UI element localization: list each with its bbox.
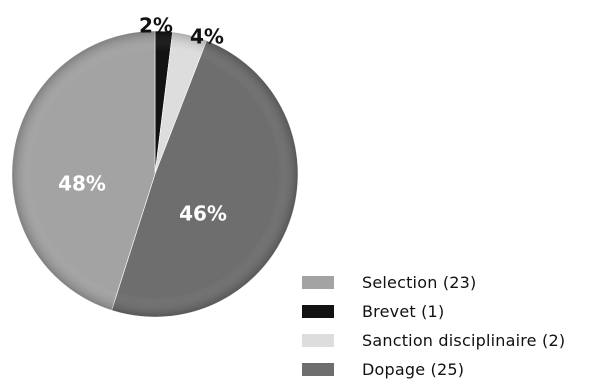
pie-slices bbox=[11, 30, 299, 318]
legend-label-1: Brevet (1) bbox=[362, 302, 445, 321]
legend-swatch-3 bbox=[302, 363, 334, 376]
legend-label-2: Sanction disciplinaire (2) bbox=[362, 331, 566, 350]
percent-label-1: 2% bbox=[139, 14, 173, 38]
percent-labels: 48% 2% 4% 46% bbox=[58, 14, 227, 226]
legend-item-3: Dopage (25) bbox=[302, 355, 565, 384]
legend-item-1: Brevet (1) bbox=[302, 297, 565, 326]
legend-item-2: Sanction disciplinaire (2) bbox=[302, 326, 565, 355]
legend-swatch-0 bbox=[302, 276, 334, 289]
percent-label-3: 46% bbox=[179, 202, 227, 226]
percent-label-2: 4% bbox=[190, 25, 224, 49]
legend-label-3: Dopage (25) bbox=[362, 360, 465, 379]
legend-label-0: Selection (23) bbox=[362, 273, 477, 292]
legend: Selection (23) Brevet (1) Sanction discipl… bbox=[302, 268, 565, 384]
legend-swatch-1 bbox=[302, 305, 334, 318]
legend-swatch-2 bbox=[302, 334, 334, 347]
legend-item-0: Selection (23) bbox=[302, 268, 565, 297]
percent-label-0: 48% bbox=[58, 172, 106, 196]
